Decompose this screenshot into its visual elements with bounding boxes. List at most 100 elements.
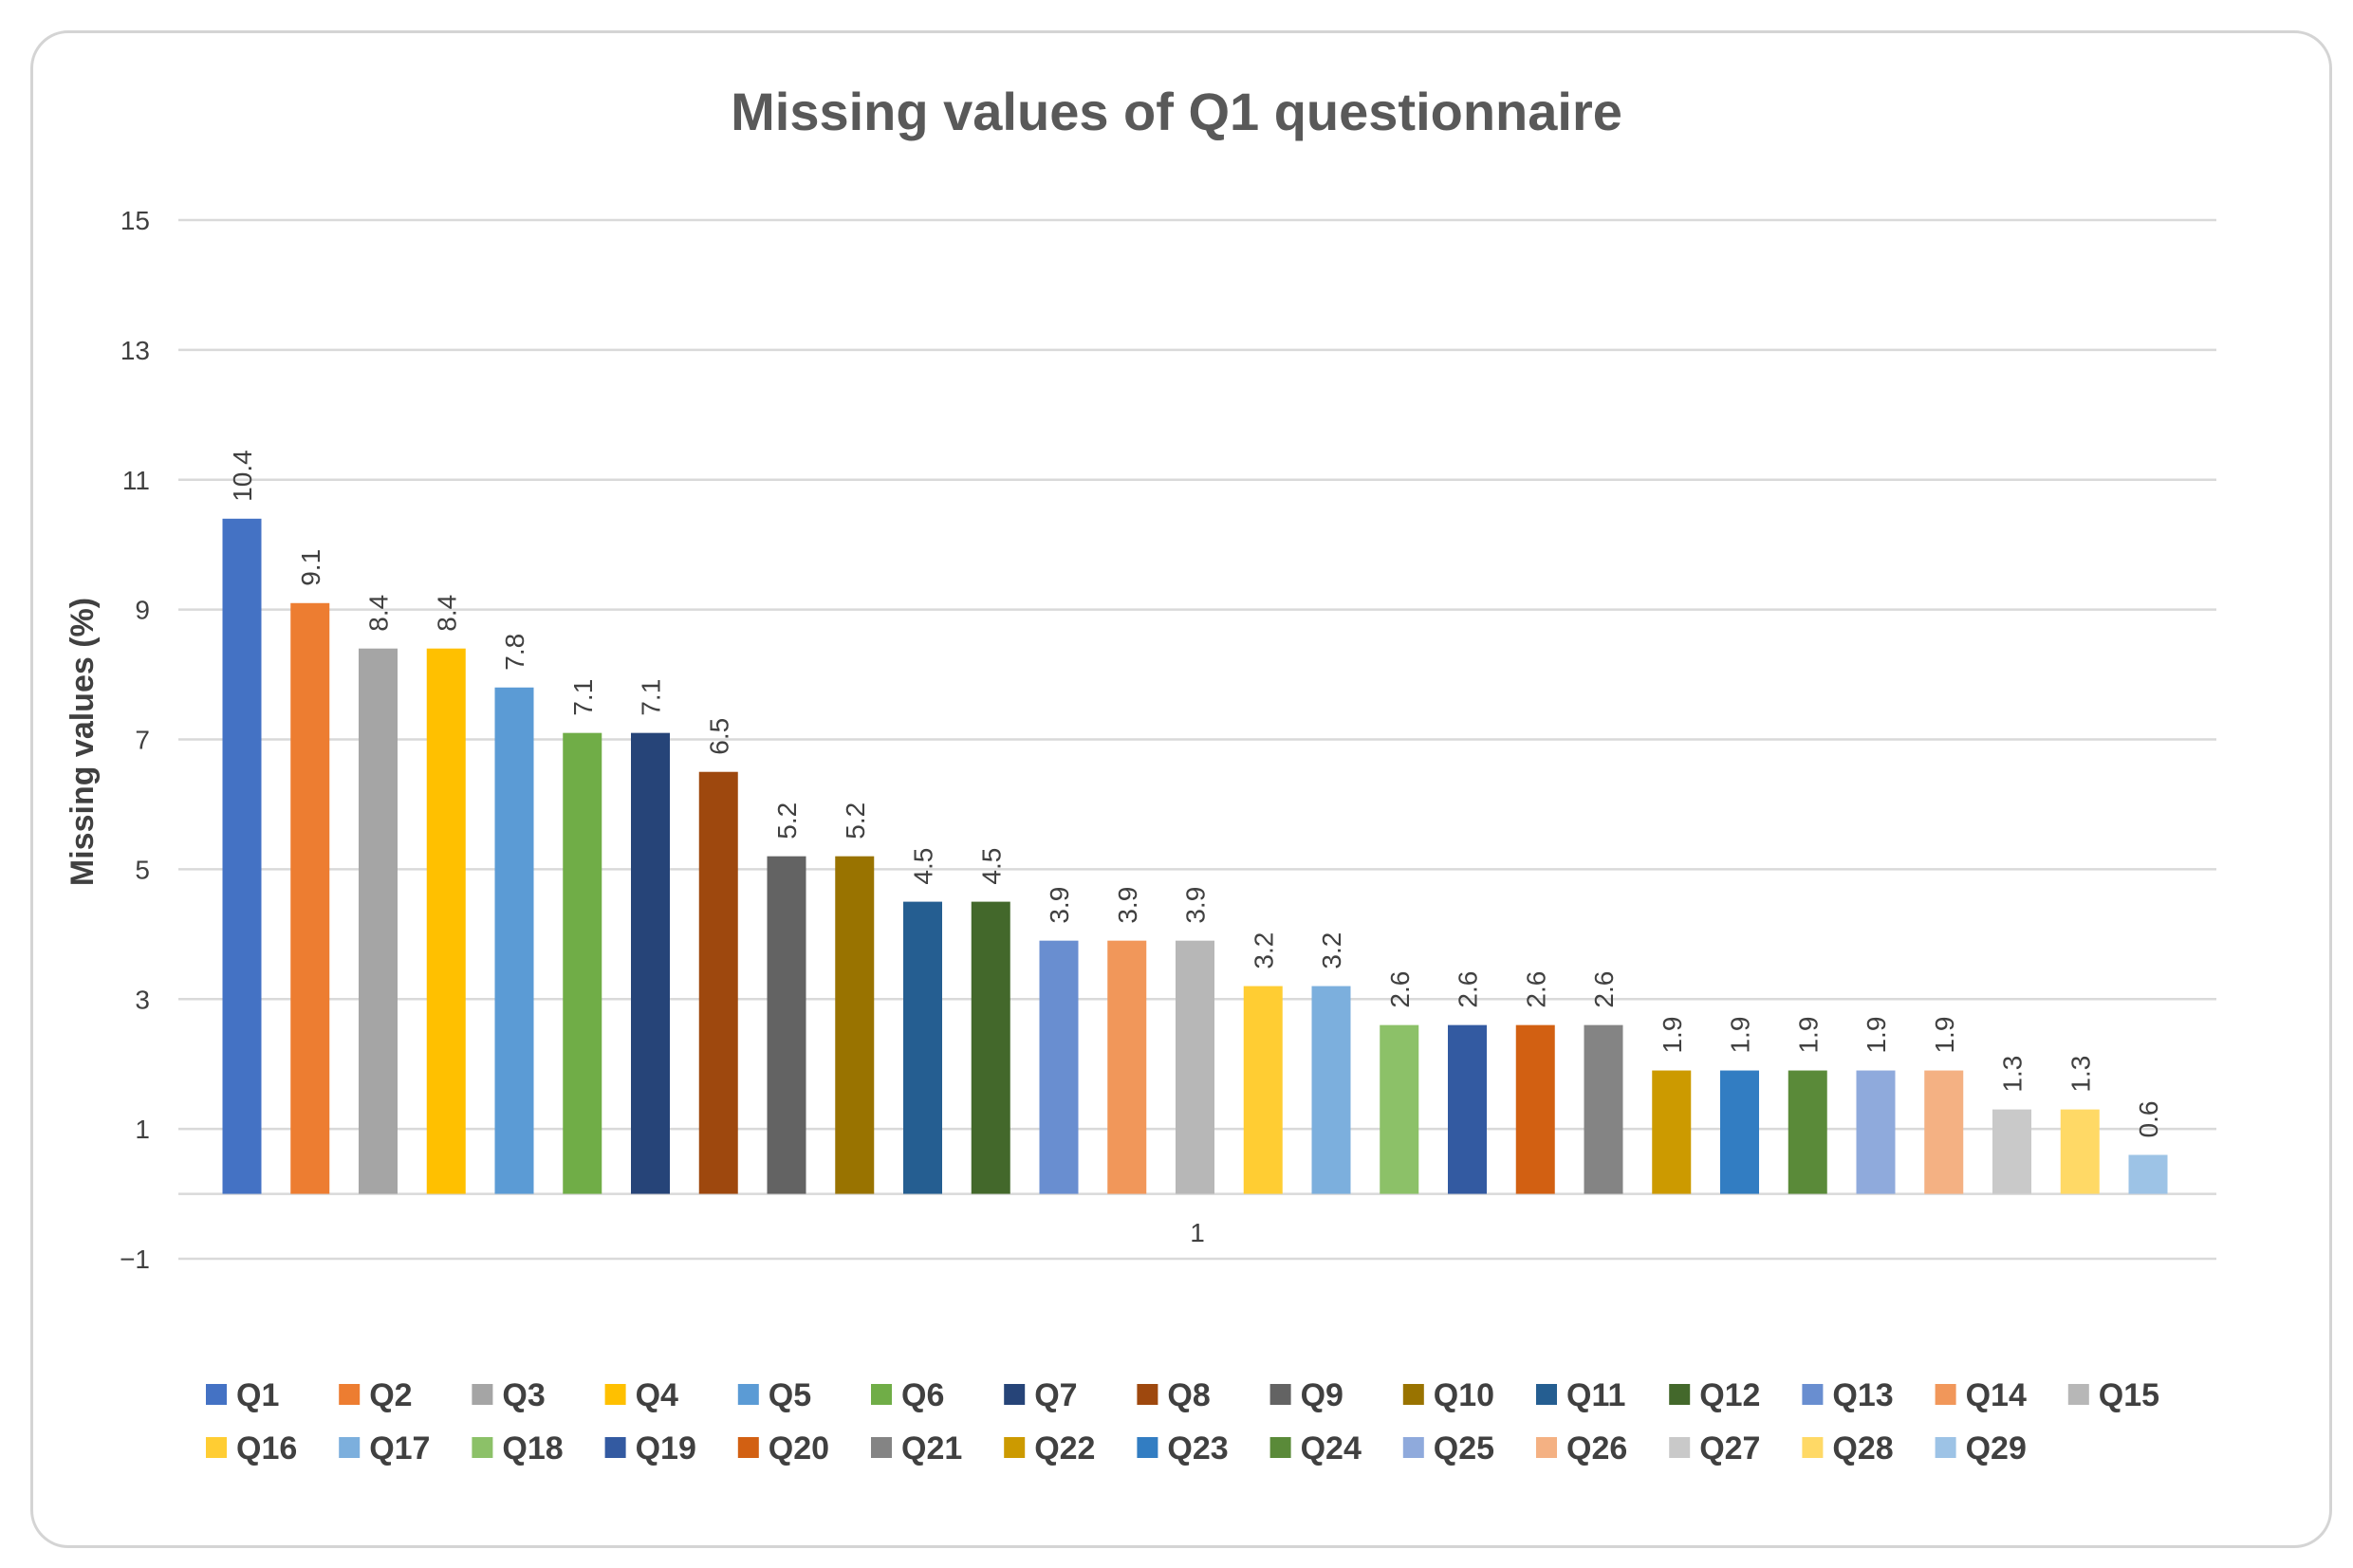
legend-item-q23: Q23 <box>1137 1430 1229 1467</box>
bar-q4 <box>426 648 466 1194</box>
legend-label: Q13 <box>1832 1377 1893 1413</box>
data-label-q21: 2.6 <box>1589 971 1619 1008</box>
legend-item-q14: Q14 <box>1935 1377 2027 1413</box>
legend-item-q7: Q7 <box>1004 1377 1078 1413</box>
legend-swatch <box>1669 1437 1691 1458</box>
legend-item-q21: Q21 <box>871 1430 962 1467</box>
legend-item-q15: Q15 <box>2067 1377 2159 1413</box>
legend-item-q18: Q18 <box>472 1430 564 1467</box>
legend-item-q27: Q27 <box>1669 1430 1760 1467</box>
legend-item-q19: Q19 <box>604 1430 696 1467</box>
legend-item-q9: Q9 <box>1269 1377 1343 1413</box>
legend-swatch <box>1802 1384 1824 1405</box>
legend-item-q16: Q16 <box>206 1430 297 1467</box>
legend-label: Q7 <box>1034 1377 1077 1413</box>
bar-q17 <box>1311 986 1351 1194</box>
legend-label: Q14 <box>1966 1377 2027 1413</box>
legend-label: Q17 <box>369 1430 430 1467</box>
bars <box>222 518 2168 1194</box>
legend-label: Q2 <box>369 1377 412 1413</box>
chart-frame <box>30 30 2332 1548</box>
data-label-q2: 9.1 <box>296 549 325 586</box>
bar-q7 <box>631 732 670 1194</box>
legend-label: Q10 <box>1434 1377 1494 1413</box>
bar-q26 <box>1924 1070 1964 1194</box>
legend-label: Q19 <box>636 1430 696 1467</box>
bar-q8 <box>698 771 738 1194</box>
bar-q24 <box>1788 1070 1827 1194</box>
data-label-q12: 4.5 <box>976 848 1006 885</box>
y-tick-label: −1 <box>120 1245 150 1274</box>
data-label-q3: 8.4 <box>364 595 394 632</box>
legend-label: Q22 <box>1034 1430 1095 1467</box>
legend-item-q22: Q22 <box>1004 1430 1095 1467</box>
legend-swatch <box>1802 1437 1824 1458</box>
legend-label: Q8 <box>1167 1377 1210 1413</box>
bar-q11 <box>903 901 942 1194</box>
legend-label: Q4 <box>636 1377 678 1413</box>
data-label-q16: 3.2 <box>1249 932 1278 969</box>
legend-swatch <box>472 1384 493 1405</box>
data-label-q19: 2.6 <box>1454 971 1483 1008</box>
data-label-q15: 3.9 <box>1181 887 1211 924</box>
data-label-q26: 1.9 <box>1930 1017 1959 1054</box>
legend-swatch <box>1935 1384 1956 1405</box>
data-label-q29: 0.6 <box>2134 1101 2163 1138</box>
legend-swatch <box>1269 1437 1291 1458</box>
legend-item-q20: Q20 <box>737 1430 829 1467</box>
data-labels: 10.4 9.1 8.4 8.4 7.8 7.1 7.1 6.5 5.2 5.2 4.5 4.5 3.9… <box>228 450 2163 1137</box>
legend-swatch <box>604 1384 626 1405</box>
bar-q22 <box>1652 1070 1692 1194</box>
legend-label: Q23 <box>1167 1430 1228 1467</box>
bar-q5 <box>494 687 534 1194</box>
y-tick-label: 15 <box>120 206 150 235</box>
legend-swatch <box>206 1384 227 1405</box>
data-label-q17: 3.2 <box>1317 932 1346 969</box>
y-tick-label: 1 <box>135 1115 150 1144</box>
legend-swatch <box>339 1437 361 1458</box>
legend-label: Q9 <box>1301 1377 1343 1413</box>
legend-item-q3: Q3 <box>472 1377 546 1413</box>
legend-item-q12: Q12 <box>1669 1377 1760 1413</box>
legend-label: Q5 <box>769 1377 811 1413</box>
data-label-q5: 7.8 <box>500 634 529 671</box>
legend-swatch <box>206 1437 227 1458</box>
data-label-q13: 3.9 <box>1045 887 1074 924</box>
data-label-q11: 4.5 <box>909 848 938 885</box>
y-tick-label: 5 <box>135 855 150 884</box>
data-label-q9: 5.2 <box>772 802 802 839</box>
bar-q6 <box>563 732 602 1194</box>
bar-q28 <box>2060 1109 2100 1194</box>
bar-q3 <box>359 648 398 1194</box>
bar-q29 <box>2128 1154 2168 1194</box>
legend-label: Q28 <box>1832 1430 1893 1467</box>
legend-label: Q16 <box>236 1430 297 1467</box>
legend-item-q4: Q4 <box>604 1377 678 1413</box>
bar-q13 <box>1039 940 1079 1194</box>
legend-swatch <box>1004 1437 1026 1458</box>
legend-item-q5: Q5 <box>737 1377 811 1413</box>
legend-item-q24: Q24 <box>1269 1430 1362 1467</box>
legend-swatch <box>1137 1437 1158 1458</box>
legend-label: Q15 <box>2099 1377 2159 1413</box>
legend-item-q10: Q10 <box>1402 1377 1494 1413</box>
y-tick-label: 7 <box>135 726 150 755</box>
legend-item-q6: Q6 <box>871 1377 944 1413</box>
legend-swatch <box>737 1384 759 1405</box>
data-label-q18: 2.6 <box>1385 971 1415 1008</box>
legend-label: Q29 <box>1966 1430 2027 1467</box>
y-tick-label: 9 <box>135 596 150 625</box>
bar-q2 <box>290 602 330 1194</box>
legend-swatch <box>737 1437 759 1458</box>
bar-q23 <box>1720 1070 1759 1194</box>
legend-swatch <box>1402 1384 1424 1405</box>
legend-label: Q20 <box>769 1430 829 1467</box>
legend-label: Q12 <box>1699 1377 1760 1413</box>
legend-swatch <box>339 1384 361 1405</box>
y-tick-label: 3 <box>135 985 150 1014</box>
x-category-label: 1 <box>1190 1218 1205 1247</box>
legend-swatch <box>604 1437 626 1458</box>
bar-q1 <box>222 518 262 1194</box>
legend-item-q29: Q29 <box>1935 1430 2027 1467</box>
